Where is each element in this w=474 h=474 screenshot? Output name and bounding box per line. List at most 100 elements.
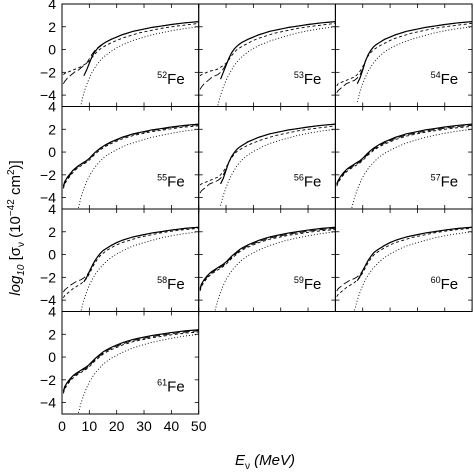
- series-line-dotted: [217, 26, 336, 106]
- panel-label-mass: 59: [294, 275, 304, 285]
- y-tick-label: −4: [40, 292, 56, 308]
- y-axis-label: log10 [σν (10−42 cm2)]: [6, 160, 27, 295]
- panel-frame: [198, 3, 336, 107]
- y-tick-label: 4: [48, 201, 56, 217]
- series-line-short-dash: [199, 22, 336, 77]
- y-tick-label: 2: [48, 326, 56, 342]
- series-line-long-dash: [336, 124, 473, 186]
- panel-fe-55: 55Fe: [61, 106, 200, 210]
- panel-label: 55Fe: [157, 173, 185, 191]
- y-tick-label: 2: [48, 224, 56, 240]
- panel-label: 52Fe: [157, 70, 185, 88]
- panel-label: 61Fe: [157, 378, 185, 396]
- panel-frame: [198, 106, 336, 210]
- panel-label-mass: 54: [431, 70, 441, 80]
- series-line-long-dash: [62, 330, 199, 393]
- x-tick-labels: 0 10 20 30 40 50: [58, 418, 207, 434]
- series-line-solid: [356, 226, 473, 282]
- y-tick-label: 0: [48, 349, 56, 365]
- x-tick-label: 50: [191, 418, 207, 434]
- panel-fe-59: 59Fe: [198, 208, 336, 312]
- panel-frame: [198, 208, 336, 312]
- panel-fe-52: 52Fe: [61, 3, 200, 107]
- series-line-short-dash: [336, 227, 473, 297]
- series-line-long-dash: [336, 21, 473, 94]
- panel-label: 58Fe: [157, 275, 185, 293]
- series-line-solid: [62, 329, 199, 392]
- panel-label-mass: 57: [431, 173, 441, 183]
- y-tick-label: 4: [48, 304, 56, 320]
- series-line-long-dash: [199, 21, 336, 90]
- series-line-long-dash: [336, 226, 473, 292]
- series-line-long-dash: [62, 124, 199, 188]
- panel-fe-60: 60Fe: [334, 208, 473, 312]
- x-tick-label: 20: [109, 418, 125, 434]
- panel-label: 56Fe: [294, 173, 322, 191]
- series-line-short-dash: [62, 227, 199, 299]
- y-tick-label: −2: [40, 64, 56, 80]
- x-tick-label: 0: [58, 418, 66, 434]
- y-tick-label: −2: [40, 167, 56, 183]
- series-line-short-dash: [63, 22, 199, 75]
- panel-label-element: Fe: [167, 276, 185, 293]
- panel-fe-54: 54Fe: [334, 3, 473, 107]
- panel-frame: [61, 311, 200, 415]
- panel-label-element: Fe: [304, 71, 322, 88]
- panel-fe-57: 57Fe: [334, 106, 473, 210]
- y-tick-label: 0: [48, 42, 56, 58]
- panel-label-element: Fe: [167, 379, 185, 396]
- panel-label-mass: 52: [157, 70, 167, 80]
- y-tick-label: 2: [48, 19, 56, 35]
- series-line-short-dash: [336, 22, 473, 87]
- y-tick-label: 4: [48, 0, 56, 12]
- series-line-short-dash: [336, 125, 473, 187]
- panel-label-mass: 56: [294, 173, 304, 183]
- series-line-short-dash: [199, 125, 336, 186]
- panel-label-mass: 58: [157, 275, 167, 285]
- panel-label: 53Fe: [294, 70, 322, 88]
- panel-frame: [61, 3, 200, 107]
- series-line-dotted: [77, 333, 199, 413]
- y-tick-label: −4: [40, 87, 56, 103]
- y-tick-label: 0: [48, 144, 56, 160]
- panel-label-element: Fe: [441, 276, 459, 293]
- panel-label: 54Fe: [431, 70, 459, 88]
- series-line-dotted: [220, 128, 336, 206]
- x-tick-label: 40: [164, 418, 180, 434]
- panel-frame: [61, 208, 200, 312]
- panel-label-element: Fe: [167, 71, 185, 88]
- panel-label: 57Fe: [431, 173, 459, 191]
- series-line-dotted: [80, 26, 199, 105]
- series-line-solid: [62, 123, 199, 187]
- series-line-solid: [199, 226, 336, 289]
- y-tick-label: −2: [40, 269, 56, 285]
- panel-fe-56: 56Fe: [198, 106, 336, 210]
- panel-label-mass: 61: [157, 378, 167, 388]
- panel-label: 60Fe: [431, 275, 459, 293]
- y-tick-label: 4: [48, 99, 56, 115]
- panel-label-element: Fe: [167, 174, 185, 191]
- panel-frame: [61, 106, 200, 210]
- x-tick-label: 30: [136, 418, 152, 434]
- panel-label: 59Fe: [294, 275, 322, 293]
- y-tick-label: −2: [40, 372, 56, 388]
- series-line-long-dash: [62, 21, 199, 84]
- panel-fe-53: 53Fe: [198, 3, 336, 107]
- series-line-long-dash: [199, 227, 336, 290]
- y-tick-label: −4: [40, 395, 56, 411]
- y-tick-label: 0: [48, 247, 56, 263]
- series-line-solid: [336, 123, 473, 185]
- panel-label-mass: 53: [294, 70, 304, 80]
- panel-label-mass: 60: [431, 275, 441, 285]
- series-line-dotted: [351, 128, 473, 208]
- panel-frame: [334, 208, 473, 312]
- panel-label-element: Fe: [441, 71, 459, 88]
- panel-frame: [334, 3, 473, 107]
- panel-label-element: Fe: [441, 174, 459, 191]
- series-line-dotted: [80, 231, 199, 311]
- panel-label-element: Fe: [304, 276, 322, 293]
- x-tick-label: 10: [82, 418, 98, 434]
- panel-frame: [334, 106, 473, 210]
